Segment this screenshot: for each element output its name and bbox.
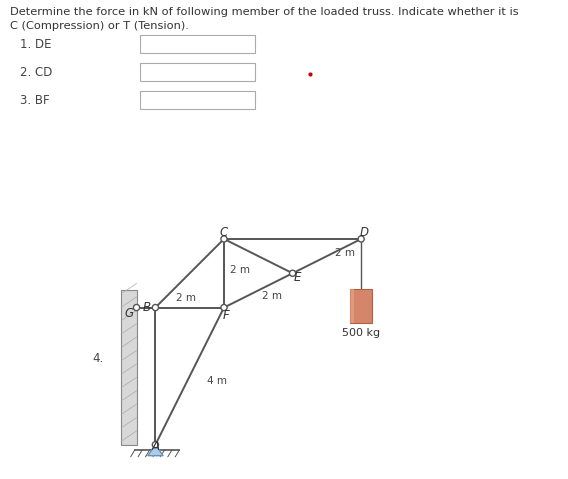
Text: A: A	[152, 440, 160, 453]
Circle shape	[358, 236, 364, 242]
Text: 4 m: 4 m	[207, 376, 227, 386]
Circle shape	[221, 236, 227, 242]
Text: 2 m: 2 m	[176, 294, 197, 303]
Text: C (Compression) or T (Tension).: C (Compression) or T (Tension).	[10, 21, 189, 31]
Text: 1. DE: 1. DE	[20, 37, 52, 50]
Text: 2 m: 2 m	[262, 291, 282, 300]
Text: 2. CD: 2. CD	[20, 66, 52, 79]
FancyBboxPatch shape	[140, 35, 255, 53]
Circle shape	[221, 305, 227, 310]
Text: 3. BF: 3. BF	[20, 93, 49, 106]
Bar	[350, 289, 372, 323]
Text: D: D	[360, 226, 369, 239]
Text: B: B	[143, 301, 151, 314]
Circle shape	[290, 270, 296, 276]
FancyBboxPatch shape	[140, 63, 255, 81]
Polygon shape	[148, 445, 163, 456]
Text: E: E	[294, 271, 302, 284]
Text: G: G	[124, 307, 133, 320]
Text: C: C	[220, 226, 228, 239]
Text: F: F	[222, 308, 229, 321]
Text: 2 m: 2 m	[230, 265, 250, 275]
Bar	[350, 289, 354, 323]
Text: 4.: 4.	[92, 353, 103, 365]
Bar	[121, 290, 136, 445]
Circle shape	[152, 442, 158, 448]
Text: 500 kg: 500 kg	[342, 328, 380, 338]
Text: Determine the force in kN of following member of the loaded truss. Indicate whet: Determine the force in kN of following m…	[10, 7, 519, 17]
Circle shape	[152, 305, 158, 310]
Circle shape	[133, 305, 140, 310]
FancyBboxPatch shape	[140, 91, 255, 109]
Text: 2 m: 2 m	[336, 248, 356, 258]
